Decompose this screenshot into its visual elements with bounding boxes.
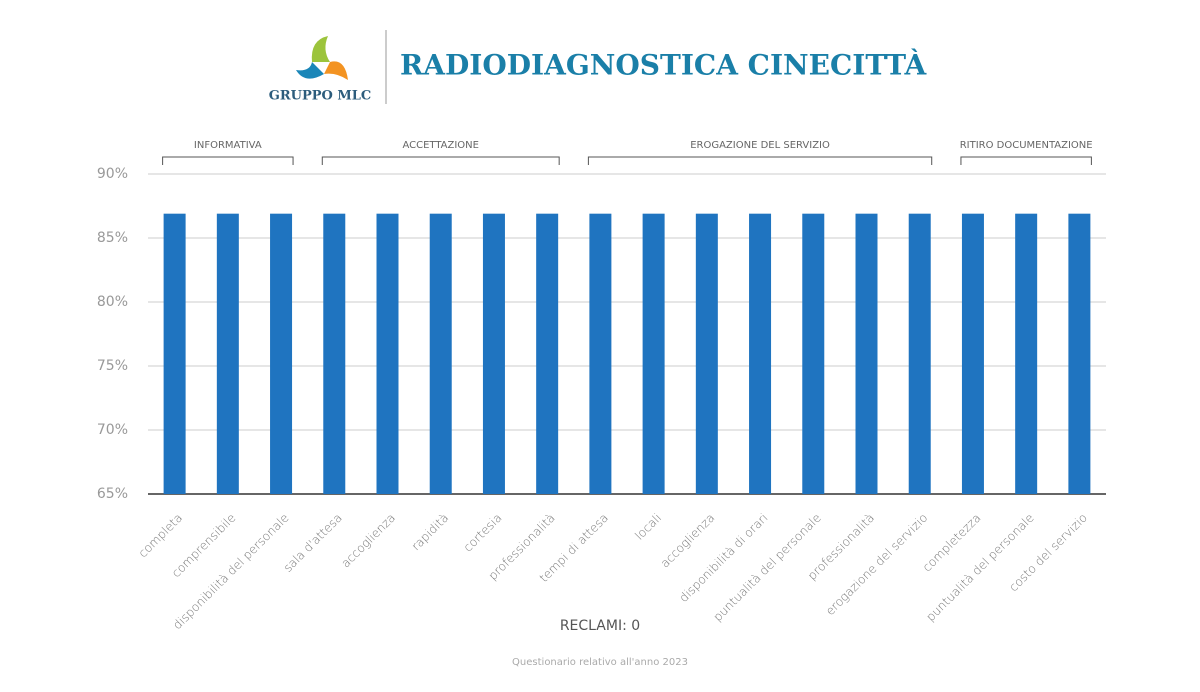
group-label: RITIRO DOCUMENTAZIONE	[960, 140, 1093, 151]
x-tick-label: cortesia	[461, 511, 505, 555]
page-title: RADIODIAGNOSTICA CINECITTÀ	[400, 49, 928, 82]
group-bracket	[960, 156, 1092, 165]
group-bracket	[587, 156, 933, 165]
group-label: INFORMATIVA	[194, 140, 262, 151]
x-tick-label: puntualità del personale	[710, 511, 823, 624]
bar	[961, 213, 984, 494]
bar	[1068, 213, 1091, 494]
y-tick-label: 90%	[97, 166, 128, 182]
bar	[589, 213, 612, 494]
y-tick-label: 80%	[97, 294, 128, 310]
logo-icon	[296, 36, 348, 80]
bar	[802, 213, 825, 494]
bar	[695, 213, 718, 494]
x-tick-label: completa	[136, 511, 186, 561]
bar	[429, 213, 452, 494]
bar	[323, 213, 346, 494]
bar	[482, 213, 505, 494]
bar	[163, 213, 186, 494]
x-tick-label: accoglienza	[658, 511, 718, 571]
x-tick-label: locali	[632, 511, 664, 543]
bar	[1015, 213, 1038, 494]
footer: Questionario relativo all'anno 2023	[512, 657, 688, 668]
y-tick-label: 75%	[97, 358, 128, 374]
bar	[216, 213, 239, 494]
x-tick-label: disponibilità del personale	[170, 511, 292, 633]
x-tick-label: rapidità	[409, 511, 452, 554]
x-tick-label: puntualità del personale	[923, 511, 1036, 624]
group-label: ACCETTAZIONE	[402, 140, 479, 151]
x-tick-label: accoglienza	[338, 511, 398, 571]
y-tick-label: 70%	[97, 422, 128, 438]
note: RECLAMI: 0	[560, 618, 640, 634]
x-tick-label: disponibilità di orari	[676, 511, 770, 605]
bar	[749, 213, 772, 494]
logo-text: GRUPPO MLC	[269, 89, 372, 104]
bar	[270, 213, 293, 494]
x-tick-label: erogazione del servizio	[823, 511, 930, 618]
bar	[376, 213, 399, 494]
group-label: EROGAZIONE DEL SERVIZIO	[690, 140, 830, 151]
y-tick-label: 85%	[97, 230, 128, 246]
bar	[855, 213, 878, 494]
y-tick-label: 65%	[97, 486, 128, 502]
group-bracket	[162, 156, 294, 165]
bar	[642, 213, 665, 494]
bar	[908, 213, 931, 494]
bar	[536, 213, 559, 494]
group-bracket	[321, 156, 560, 165]
